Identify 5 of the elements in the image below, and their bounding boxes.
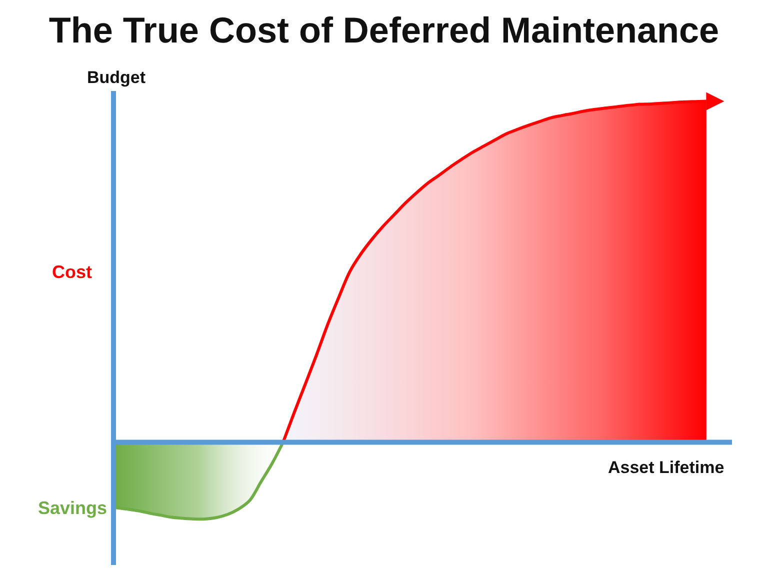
series-label: Savings: [38, 498, 108, 518]
chart-title: The True Cost of Deferred Maintenance: [48, 10, 720, 51]
text: Cost: [52, 262, 92, 282]
y-axis-title: Budget: [87, 68, 146, 87]
x-axis-title: Asset Lifetime: [608, 458, 724, 477]
